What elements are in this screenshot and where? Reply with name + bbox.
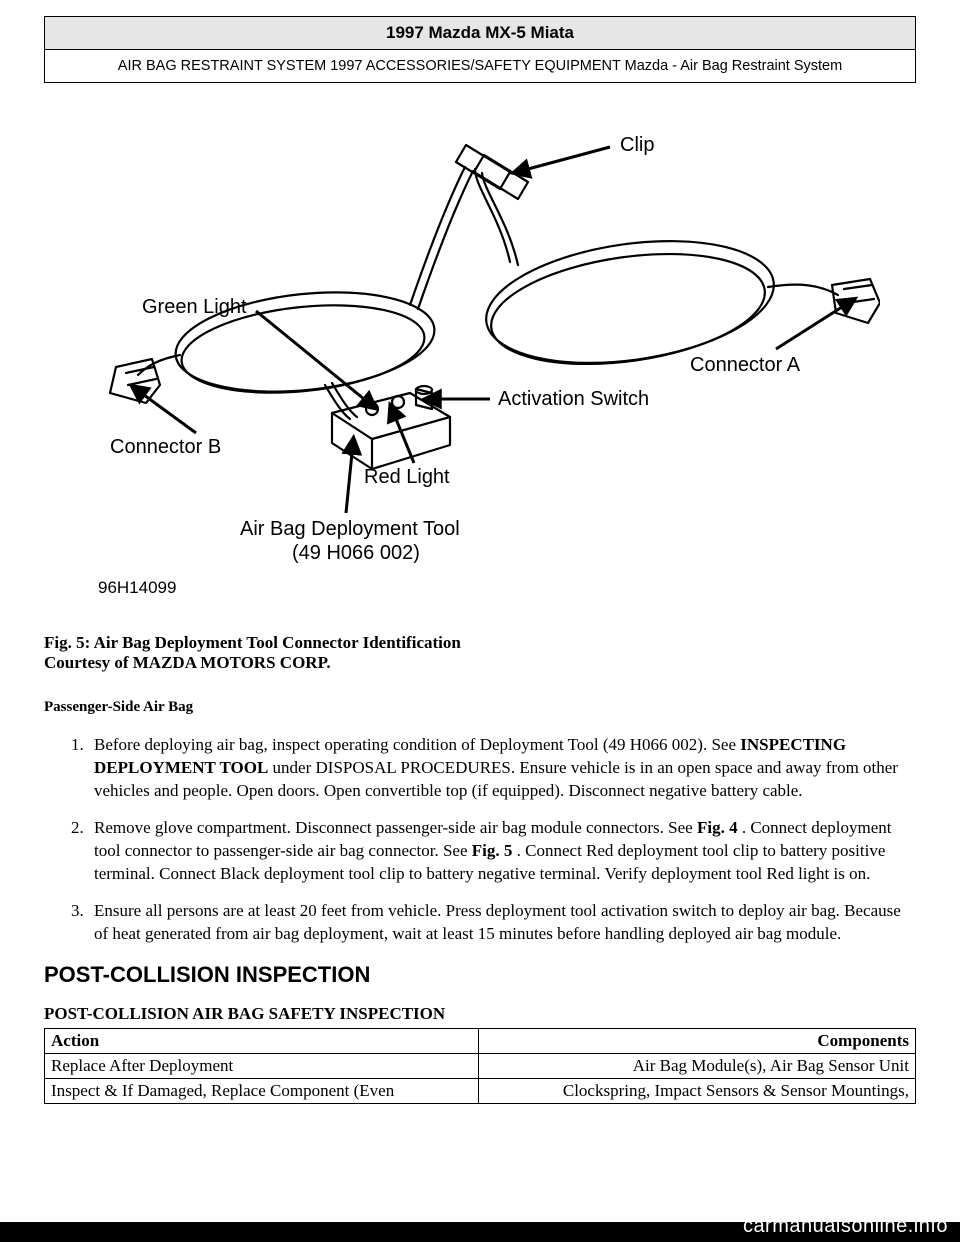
inspection-table: Action Components Replace After Deployme… bbox=[44, 1028, 916, 1104]
arrow-tool bbox=[346, 453, 352, 513]
label-tool-line1: Air Bag Deployment Tool bbox=[240, 518, 460, 540]
watermark: carmanualsonline.info bbox=[743, 1215, 948, 1238]
figure-caption-line1: Fig. 5: Air Bag Deployment Tool Connecto… bbox=[44, 633, 916, 653]
table-title: POST-COLLISION AIR BAG SAFETY INSPECTION bbox=[44, 1004, 916, 1024]
label-clip: Clip bbox=[620, 134, 654, 156]
table-cell: Replace After Deployment bbox=[45, 1053, 479, 1078]
arrow-red-light bbox=[396, 419, 414, 463]
step-2-bold: Fig. 4 bbox=[697, 818, 738, 837]
subheading: Passenger-Side Air Bag bbox=[44, 699, 916, 716]
label-connector-a: Connector A bbox=[690, 354, 801, 376]
table-header-row: Action Components bbox=[45, 1028, 916, 1053]
header-box: 1997 Mazda MX-5 Miata AIR BAG RESTRAINT … bbox=[44, 16, 916, 83]
steps-list: Before deploying air bag, inspect operat… bbox=[88, 734, 916, 946]
step-2-pre: Remove glove compartment. Disconnect pas… bbox=[94, 818, 697, 837]
figure-code: 96H14099 bbox=[98, 578, 176, 597]
label-connector-b: Connector B bbox=[110, 436, 221, 458]
table-col-action: Action bbox=[45, 1028, 479, 1053]
section-heading: POST-COLLISION INSPECTION bbox=[44, 962, 916, 988]
arrow-clip bbox=[528, 147, 610, 169]
figure-caption-line2: Courtesy of MAZDA MOTORS CORP. bbox=[44, 653, 916, 673]
label-tool-line2: (49 H066 002) bbox=[292, 542, 420, 564]
page: 1997 Mazda MX-5 Miata AIR BAG RESTRAINT … bbox=[0, 0, 960, 1222]
arrow-connector-b bbox=[144, 395, 196, 433]
figure: Clip Connector A Green Light Connector B… bbox=[44, 127, 916, 597]
table-cell: Clockspring, Impact Sensors & Sensor Mou… bbox=[478, 1078, 915, 1103]
table-row: Inspect & If Damaged, Replace Component … bbox=[45, 1078, 916, 1103]
table-col-components: Components bbox=[478, 1028, 915, 1053]
step-1-pre: Before deploying air bag, inspect operat… bbox=[94, 735, 740, 754]
step-2-bold2: Fig. 5 bbox=[472, 841, 513, 860]
step-3-text: Ensure all persons are at least 20 feet … bbox=[94, 901, 901, 943]
header-subtitle: AIR BAG RESTRAINT SYSTEM 1997 ACCESSORIE… bbox=[45, 50, 915, 82]
arrow-green-light bbox=[256, 311, 364, 399]
deployment-tool-diagram: Clip Connector A Green Light Connector B… bbox=[80, 127, 880, 597]
table-cell: Air Bag Module(s), Air Bag Sensor Unit bbox=[478, 1053, 915, 1078]
table-row: Replace After Deployment Air Bag Module(… bbox=[45, 1053, 916, 1078]
header-title: 1997 Mazda MX-5 Miata bbox=[45, 17, 915, 50]
step-3: Ensure all persons are at least 20 feet … bbox=[88, 900, 916, 946]
step-2: Remove glove compartment. Disconnect pas… bbox=[88, 817, 916, 886]
label-green-light: Green Light bbox=[142, 296, 247, 318]
step-1: Before deploying air bag, inspect operat… bbox=[88, 734, 916, 803]
label-red-light: Red Light bbox=[364, 466, 450, 488]
table-cell: Inspect & If Damaged, Replace Component … bbox=[45, 1078, 479, 1103]
figure-caption: Fig. 5: Air Bag Deployment Tool Connecto… bbox=[44, 633, 916, 673]
arrow-connector-a bbox=[776, 307, 842, 349]
label-activation-switch: Activation Switch bbox=[498, 388, 649, 410]
